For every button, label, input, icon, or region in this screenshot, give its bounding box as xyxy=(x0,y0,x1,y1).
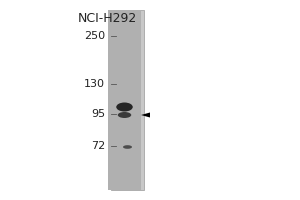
Ellipse shape xyxy=(118,112,131,118)
Bar xyxy=(111,10,144,190)
Polygon shape xyxy=(141,112,150,117)
Text: 72: 72 xyxy=(91,141,105,151)
Text: 250: 250 xyxy=(84,31,105,41)
Ellipse shape xyxy=(123,145,132,149)
Bar xyxy=(108,10,141,190)
Text: 95: 95 xyxy=(91,109,105,119)
Text: NCI-H292: NCI-H292 xyxy=(78,12,137,25)
Ellipse shape xyxy=(116,102,133,112)
Text: 130: 130 xyxy=(84,79,105,89)
